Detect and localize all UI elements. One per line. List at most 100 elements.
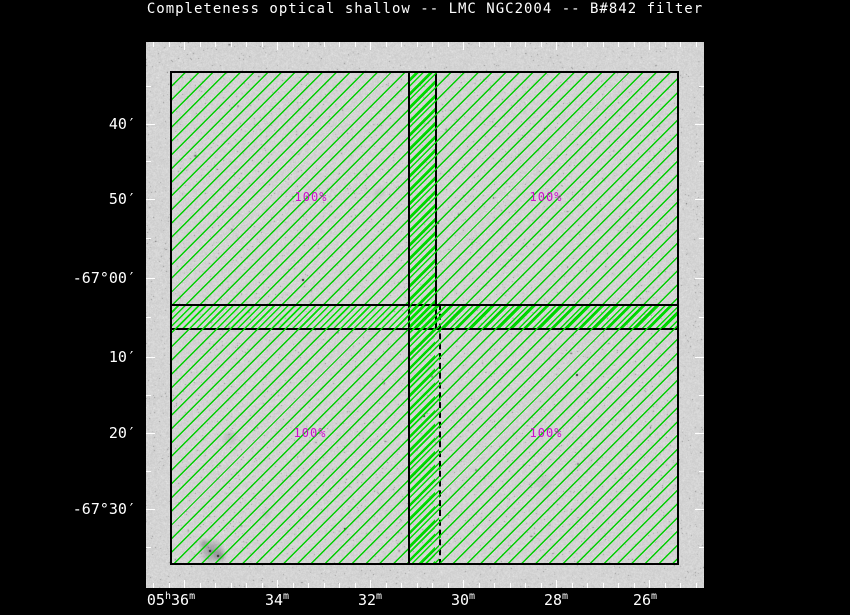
completeness-label-bottom-left: 100% xyxy=(294,426,327,440)
ra-tick-label: 34m xyxy=(265,591,289,609)
figure-title: Completeness optical shallow -- LMC NGC2… xyxy=(140,1,710,17)
tick-mark xyxy=(417,42,418,47)
tick-mark xyxy=(262,42,263,47)
tick-mark xyxy=(246,42,247,47)
tick-mark xyxy=(541,583,542,588)
tick-mark xyxy=(634,583,635,588)
tick-mark xyxy=(510,583,511,588)
tick-mark xyxy=(293,583,294,588)
tick-mark xyxy=(695,357,704,358)
dec-tick-label: 20′ xyxy=(36,423,136,443)
tick-mark xyxy=(463,580,464,588)
tick-mark xyxy=(339,583,340,588)
tick-mark xyxy=(370,580,371,588)
tick-mark xyxy=(572,42,573,47)
tick-mark xyxy=(146,161,151,162)
tick-mark xyxy=(479,42,480,47)
tick-mark xyxy=(448,42,449,47)
tick-mark xyxy=(355,583,356,588)
tick-mark xyxy=(432,42,433,47)
tick-mark xyxy=(587,42,588,47)
tick-mark xyxy=(262,583,263,588)
tick-mark xyxy=(695,199,704,200)
tick-mark xyxy=(146,357,155,358)
tick-mark xyxy=(215,583,216,588)
tick-mark xyxy=(695,509,704,510)
tick-mark xyxy=(324,583,325,588)
tick-mark xyxy=(448,583,449,588)
dec-tick-label: -67°30′ xyxy=(36,499,136,519)
tick-mark xyxy=(556,580,557,588)
tick-mark xyxy=(146,238,151,239)
tick-mark xyxy=(308,42,309,47)
tick-mark xyxy=(246,583,247,588)
tick-mark xyxy=(293,42,294,47)
tick-mark xyxy=(386,42,387,47)
tick-mark xyxy=(277,42,278,50)
tick-mark xyxy=(146,509,155,510)
tick-mark xyxy=(231,583,232,588)
tick-mark xyxy=(355,42,356,47)
tick-mark xyxy=(432,583,433,588)
ra-tick-label: 32m xyxy=(358,591,382,609)
tick-mark xyxy=(603,583,604,588)
tick-mark xyxy=(308,583,309,588)
tick-mark xyxy=(649,42,650,50)
tick-mark xyxy=(695,278,704,279)
tick-mark xyxy=(525,583,526,588)
tick-mark xyxy=(680,42,681,47)
tick-mark xyxy=(324,42,325,47)
tick-mark xyxy=(572,583,573,588)
tick-mark xyxy=(618,583,619,588)
tick-mark xyxy=(494,42,495,47)
dec-tick-label: 50′ xyxy=(36,189,136,209)
tick-mark xyxy=(153,583,154,588)
overlap-strip-horizontal xyxy=(172,306,677,328)
tick-mark xyxy=(699,317,704,318)
completeness-label-top-left: 100% xyxy=(295,190,328,204)
ra-tick-label: 26m xyxy=(633,591,657,609)
tick-mark xyxy=(146,395,151,396)
tick-mark xyxy=(417,583,418,588)
tick-mark xyxy=(699,86,704,87)
dec-tick-label: -67°00′ xyxy=(36,268,136,288)
tick-mark xyxy=(200,42,201,47)
tick-mark xyxy=(587,583,588,588)
ra-tick-label: 28m xyxy=(544,591,568,609)
tick-mark xyxy=(479,583,480,588)
tick-mark xyxy=(277,580,278,588)
tick-mark xyxy=(215,42,216,47)
tick-mark xyxy=(665,583,666,588)
tick-mark xyxy=(541,42,542,47)
dec-tick-label: 10′ xyxy=(36,347,136,367)
tick-mark xyxy=(184,42,185,50)
ra-tick-label: 05h36m xyxy=(147,591,195,609)
tick-mark xyxy=(146,124,155,125)
tick-mark xyxy=(696,583,697,588)
tick-mark xyxy=(146,317,151,318)
tick-mark xyxy=(699,161,704,162)
dec-tick-label: 40′ xyxy=(36,114,136,134)
tick-mark xyxy=(339,42,340,47)
tick-mark xyxy=(699,471,704,472)
tick-mark xyxy=(634,42,635,47)
tick-mark xyxy=(699,238,704,239)
tick-mark xyxy=(680,583,681,588)
tick-mark xyxy=(696,42,697,47)
tick-mark xyxy=(146,433,155,434)
tick-mark xyxy=(370,42,371,50)
tick-mark xyxy=(463,42,464,50)
tick-mark xyxy=(146,278,155,279)
tick-mark xyxy=(146,199,155,200)
tick-mark xyxy=(184,580,185,588)
tick-mark xyxy=(153,42,154,47)
tick-mark xyxy=(699,547,704,548)
tick-mark xyxy=(603,42,604,47)
tick-mark xyxy=(649,580,650,588)
tick-mark xyxy=(401,42,402,47)
completeness-figure: Completeness optical shallow -- LMC NGC2… xyxy=(0,0,850,615)
tick-mark xyxy=(618,42,619,47)
tick-mark xyxy=(401,583,402,588)
tick-mark xyxy=(146,547,151,548)
tick-mark xyxy=(146,471,151,472)
